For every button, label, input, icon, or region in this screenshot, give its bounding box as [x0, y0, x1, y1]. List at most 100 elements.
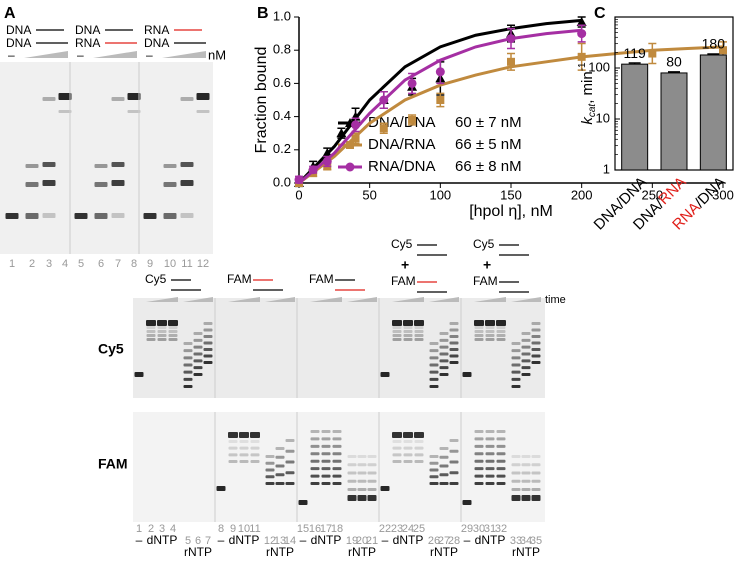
data-point [506, 34, 516, 44]
substrate-label: Cy5 [391, 237, 413, 251]
substrate-label: FAM [227, 272, 252, 286]
condition-label: dNTP [393, 533, 424, 547]
gel-band [531, 348, 541, 351]
wedge [310, 297, 342, 302]
gel-band [485, 474, 495, 478]
gel-band [439, 373, 449, 376]
gel-band [196, 93, 210, 100]
gel-band [168, 330, 178, 333]
gel-band [403, 338, 413, 341]
panel-label: C [594, 5, 606, 22]
gel-band [310, 482, 320, 485]
gel-band [380, 372, 390, 377]
gel-band [485, 452, 495, 456]
gel-band [203, 335, 213, 338]
y-tick-label: 10 [596, 110, 610, 125]
gel-band [403, 460, 413, 463]
gel-band [531, 322, 541, 325]
gel-band [250, 460, 260, 463]
y-tick-label: 0.0 [273, 174, 291, 189]
gel-band [321, 467, 331, 471]
lane-number: 24 [402, 523, 414, 535]
gel-band [521, 488, 531, 491]
gel-band [439, 352, 449, 356]
dash: – [8, 48, 15, 62]
gel-band [511, 479, 521, 483]
gel-band [94, 213, 108, 219]
substrate-label: RNA [144, 23, 169, 37]
gel-band [275, 447, 285, 450]
gel-band [285, 471, 295, 475]
gel-band [439, 455, 449, 459]
gel-band [193, 373, 203, 376]
substrate-label: FAM [473, 274, 498, 288]
lane-number: 8 [131, 258, 137, 270]
gel-band [521, 495, 531, 501]
gel-band [321, 444, 331, 448]
gel-band [183, 370, 193, 374]
lane-number: 10 [238, 523, 250, 535]
gel-band [414, 320, 424, 326]
time-label: time [545, 294, 566, 306]
gel-band [496, 467, 506, 471]
lane-number: 25 [413, 523, 425, 535]
gel-band [332, 474, 342, 478]
gel-band [496, 437, 506, 441]
legend-kd: 66 ± 8 nM [455, 158, 522, 175]
gel-band [449, 335, 459, 338]
gel-band [531, 361, 541, 364]
gel-band [511, 495, 521, 501]
y-tick-label: 1.0 [273, 8, 291, 23]
lane-number: 11 [181, 258, 192, 270]
gel-band [157, 338, 167, 341]
gel-band [496, 334, 506, 337]
data-point [379, 95, 389, 105]
gel-band [111, 97, 125, 101]
gel-band [196, 110, 210, 113]
lane-number: 4 [170, 523, 176, 535]
lane-number: 13 [274, 535, 286, 547]
gel-band [203, 328, 213, 332]
gel-band [485, 338, 495, 341]
lane-number: 27 [438, 535, 450, 547]
gel-band [449, 328, 459, 332]
gel-band [414, 338, 424, 341]
gel-band [58, 110, 72, 113]
gel-band [496, 430, 506, 433]
lane-number: 34 [520, 535, 532, 547]
condition-label: – [218, 533, 225, 547]
gel-band [449, 482, 459, 485]
lane-number: 6 [195, 535, 201, 547]
gel-band [439, 482, 449, 485]
data-point [408, 115, 417, 124]
gel-band [403, 320, 413, 326]
gel-band [42, 180, 56, 186]
x-tick-label: 300 [712, 187, 734, 202]
data-point [436, 96, 445, 104]
gel-band [429, 377, 439, 381]
y-axis-label: kcat, min-1 [577, 62, 598, 125]
gel-band [511, 385, 521, 388]
gel-band [275, 482, 285, 485]
gel-band [250, 440, 260, 443]
error-bar [668, 71, 680, 73]
gel-band [449, 471, 459, 475]
gel-band [474, 474, 484, 478]
gel-band [183, 377, 193, 381]
gel-band [157, 330, 167, 333]
lane-number: 7 [115, 258, 121, 270]
gel-band [531, 341, 541, 345]
lane-number: 35 [530, 535, 542, 547]
gel-band [347, 495, 357, 501]
gel-band [511, 463, 521, 467]
gel-band [332, 430, 342, 433]
lane-number: 3 [159, 523, 165, 535]
gel-band [203, 354, 213, 358]
gel-band [485, 430, 495, 433]
gel-band [367, 488, 377, 491]
gel-band [265, 468, 275, 472]
gel-band [347, 488, 357, 491]
lane-number: 33 [510, 535, 522, 547]
gel-band [521, 352, 531, 356]
gel-band [285, 449, 295, 453]
